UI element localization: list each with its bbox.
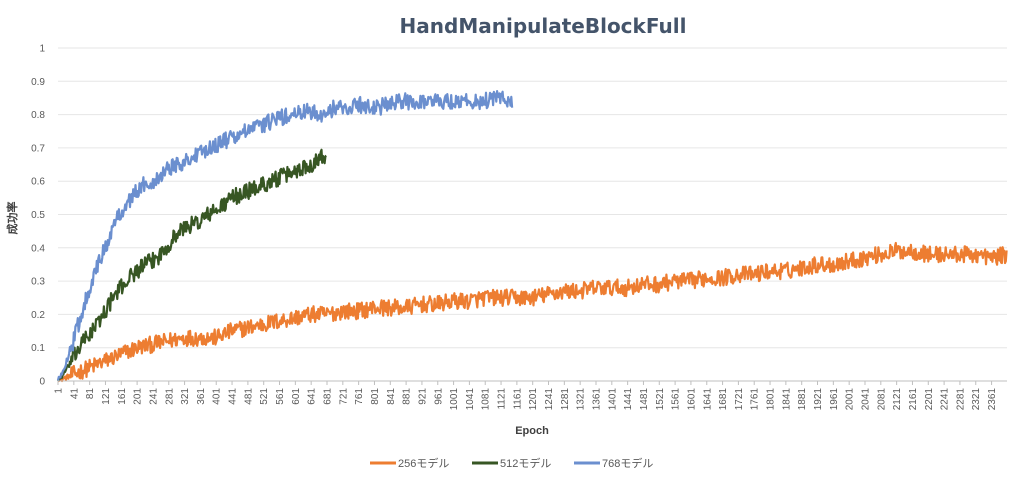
x-tick-label: 1481 [639, 388, 650, 411]
x-tick-label: 2161 [908, 388, 919, 411]
x-tick-label: 1761 [750, 388, 761, 411]
x-tick-label: 1921 [813, 388, 824, 411]
x-tick-label: 2361 [987, 388, 998, 411]
x-tick-label: 2121 [892, 388, 903, 411]
x-tick-label: 1 [54, 388, 65, 394]
x-tick-label: 2001 [845, 388, 856, 411]
x-tick-label: 681 [322, 388, 333, 405]
x-tick-label: 41 [69, 388, 80, 400]
x-tick-label: 1801 [766, 388, 777, 411]
x-tick-label: 481 [243, 388, 254, 405]
x-tick-label: 241 [148, 388, 159, 405]
y-tick-label: 0.3 [31, 277, 45, 288]
x-tick-label: 321 [180, 388, 191, 405]
gridlines [58, 47, 1007, 349]
x-tick-label: 1201 [528, 388, 539, 411]
legend-label: 768モデル [602, 456, 653, 470]
series-line [57, 241, 1008, 383]
x-tick-label: 881 [402, 388, 413, 405]
y-tick-label: 0.5 [31, 210, 45, 221]
x-tick-label: 1121 [497, 388, 508, 410]
x-tick-label: 121 [101, 388, 112, 405]
x-tick-label: 281 [164, 388, 175, 405]
x-tick-label: 1281 [560, 388, 571, 411]
x-tick-label: 1361 [591, 388, 602, 411]
x-tick-label: 1161 [512, 388, 523, 410]
x-tick-label: 1321 [576, 388, 587, 411]
chart-title: HandManipulateBlockFull [400, 14, 687, 38]
y-tick-label: 0.6 [31, 177, 45, 188]
x-tick-label: 361 [196, 388, 207, 405]
x-tick-label: 801 [370, 388, 381, 405]
legend-label: 256モデル [398, 456, 449, 470]
x-tick-label: 81 [85, 388, 96, 400]
y-tick-label: 1 [39, 44, 45, 55]
x-tick-label: 1401 [607, 388, 618, 411]
x-tick-label: 1001 [449, 388, 460, 411]
x-tick-label: 961 [433, 388, 444, 405]
x-tick-label: 1681 [718, 388, 729, 411]
series-layer [56, 90, 1008, 383]
y-tick-label: 0.7 [31, 143, 45, 154]
x-tick-label: 2201 [924, 388, 935, 411]
x-tick-label: 2321 [971, 388, 982, 411]
series-line [57, 148, 327, 382]
x-tick-label: 1961 [829, 388, 840, 411]
x-tick-label: 1241 [544, 388, 555, 411]
y-tick-label: 0 [39, 377, 45, 388]
y-tick-label: 0.4 [31, 243, 45, 254]
x-tick-label: 561 [275, 388, 286, 405]
x-tick-label: 441 [228, 388, 239, 405]
x-tick-label: 761 [354, 388, 365, 405]
x-tick-label: 401 [212, 388, 223, 405]
x-tick-label: 1561 [671, 388, 682, 411]
x-tick-label: 161 [117, 388, 128, 405]
x-tick-label: 641 [307, 388, 318, 405]
x-tick-label: 1081 [481, 388, 492, 411]
x-axis-label: Epoch [515, 425, 549, 437]
x-tick-label: 2041 [860, 388, 871, 411]
legend: 256モデル 512モデル 768モデル [370, 456, 653, 470]
y-tick-labels: 0 0.1 0.2 0.3 0.4 0.5 0.6 0.7 0.8 0.9 1 [31, 44, 45, 388]
x-tick-label: 521 [259, 388, 270, 405]
y-tick-label: 0.2 [31, 310, 45, 321]
x-tick-label: 1041 [465, 388, 476, 411]
x-tick-label: 1721 [734, 388, 745, 411]
series-line [56, 90, 514, 381]
x-tick-label: 1841 [781, 388, 792, 411]
x-tick-label: 841 [386, 388, 397, 405]
x-tick-label: 1521 [655, 388, 666, 411]
x-tick-label: 1441 [623, 388, 634, 411]
y-tick-label: 0.9 [31, 77, 45, 88]
x-tick-labels: 1 41 81 121 161 201 241 281 321 361 401 441 481 521 56… [54, 381, 998, 411]
x-tick-label: 1881 [797, 388, 808, 411]
x-tick-label: 2081 [876, 388, 887, 411]
y-tick-label: 0.8 [31, 110, 45, 121]
x-tick-label: 2281 [955, 388, 966, 411]
x-tick-label: 721 [338, 388, 349, 405]
x-tick-label: 921 [417, 388, 428, 405]
x-tick-label: 601 [291, 388, 302, 405]
legend-label: 512モデル [500, 456, 551, 470]
y-axis-label: 成功率 [5, 202, 19, 235]
x-tick-label: 1641 [702, 388, 713, 411]
x-tick-label: 201 [133, 388, 144, 405]
x-tick-label: 1601 [686, 388, 697, 411]
x-tick-label: 2241 [940, 388, 951, 411]
y-tick-label: 0.1 [31, 343, 45, 354]
